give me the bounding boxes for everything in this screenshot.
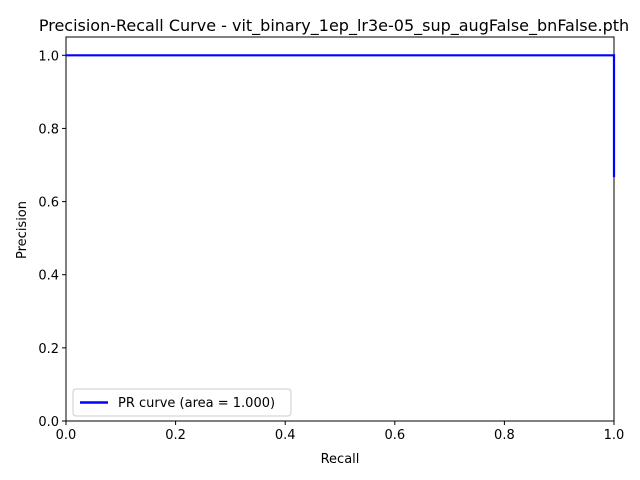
y-tick-label: 0.2	[38, 342, 59, 357]
y-tick-label: 1.0	[38, 49, 59, 64]
legend: PR curve (area = 1.000)	[72, 388, 292, 417]
x-tick-label: 0.8	[494, 428, 515, 443]
x-tick-label: 0.4	[275, 428, 296, 443]
x-tick-label: 0.6	[384, 428, 405, 443]
x-tick-label: 1.0	[604, 428, 625, 443]
plot-area	[65, 36, 615, 422]
chart-title: Precision-Recall Curve - vit_binary_1ep_…	[39, 16, 629, 36]
x-axis-label: Recall	[321, 452, 360, 467]
y-tick-label: 0.6	[38, 196, 59, 211]
pr-curve-line	[66, 54, 616, 178]
y-axis-label: Precision	[15, 201, 30, 259]
y-tick-label: 0.8	[38, 122, 59, 137]
y-axis-ticks: 0.0 0.2 0.4 0.6 0.8 1.0	[38, 49, 66, 430]
x-tick-label: 0.2	[165, 428, 186, 443]
legend-label: PR curve (area = 1.000)	[118, 396, 275, 411]
y-tick-label: 0.4	[38, 269, 59, 284]
legend-box	[72, 388, 292, 417]
x-tick-label: 0.0	[56, 428, 77, 443]
series-layer	[66, 54, 616, 178]
plot-frame	[65, 36, 615, 422]
x-axis-ticks: 0.0 0.2 0.4 0.6 0.8 1.0	[56, 421, 625, 443]
y-tick-label: 0.0	[38, 415, 59, 430]
